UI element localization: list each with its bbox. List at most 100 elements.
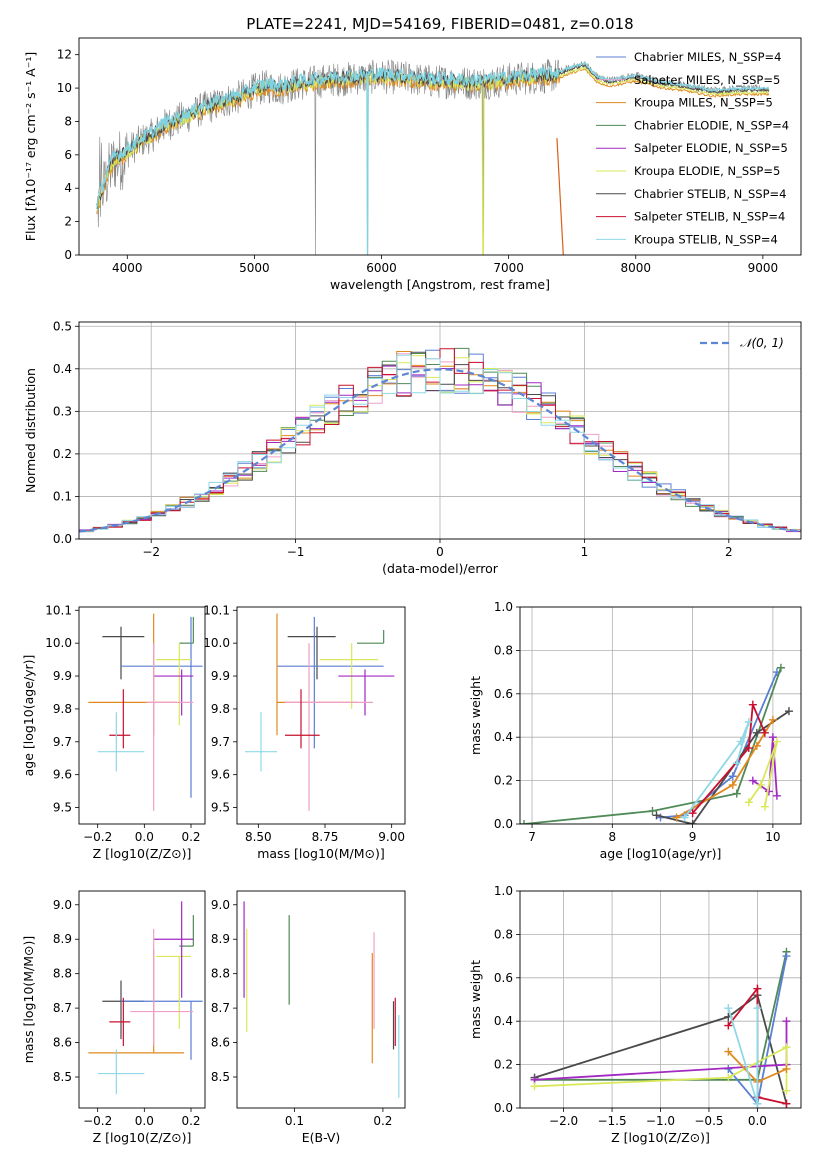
legend-entry-ce: Chabrier ELODIE, N_SSP=4 [634, 118, 789, 132]
y-tick-label: 10.0 [203, 636, 230, 650]
x-tick-label: 0.0 [135, 1114, 154, 1128]
mass-vs-ebv-panel: 0.1 0.2 8.5 8.6 8.7 8.8 8.9 9.0 E(B-V) [211, 890, 406, 1145]
weight-marker-km [724, 1047, 733, 1056]
y-tick-label: 9.7 [211, 735, 230, 749]
weight-marker-ce [648, 806, 657, 815]
x-tick-label: 0.0 [748, 1114, 767, 1128]
axes-frame [519, 606, 802, 825]
y-tick-label: 0.3 [53, 404, 72, 418]
y-tick-label: 9.6 [211, 768, 230, 782]
weight-marker-km [768, 715, 777, 724]
weight-marker-ke [782, 1086, 791, 1095]
legend-entry-ks: Kroupa STELIB, N_SSP=4 [634, 232, 778, 246]
y-tick-label: 8.6 [53, 1036, 72, 1050]
x-axis-label: age [log10(age/yr)] [600, 846, 722, 861]
x-tick-label: 4000 [112, 261, 143, 275]
x-tick-label: 8.50 [245, 830, 272, 844]
weight-marker-km [782, 1064, 791, 1073]
age-vs-z-panel: −0.2 0.0 0.2 9.5 9.6 9.7 9.8 9.9 10.0 10.1 Z [log1… [21, 603, 206, 861]
weight-marker-ce [776, 663, 785, 672]
weight-marker-ks [753, 1099, 762, 1108]
x-axis-label: wavelength [Angstrom, rest frame] [330, 277, 550, 292]
y-tick-label: 0.6 [494, 687, 513, 701]
weight-marker-ks [744, 718, 753, 727]
y-tick-label: 9.5 [53, 801, 72, 815]
weight-marker-ss [782, 1099, 791, 1108]
legend-entry-se: Salpeter ELODIE, N_SSP=5 [634, 141, 788, 155]
plot-area [243, 901, 400, 1098]
legend-entry-sm: Salpeter MILES, N_SSP=5 [634, 73, 780, 87]
weight-line-ks [683, 721, 750, 819]
weight-marker-cs [688, 820, 697, 824]
weight-marker-cs [752, 728, 761, 737]
legend-entry-cs: Chabrier STELIB, N_SSP=4 [634, 187, 786, 201]
x-tick-label: 8 [609, 830, 617, 844]
model-drop-line [556, 138, 564, 255]
x-axis-label: E(B-V) [302, 1130, 341, 1145]
y-axis-label: Flux [fλ10⁻¹⁷ erg cm⁻² s⁻¹ A⁻¹] [23, 52, 38, 241]
weight-marker-se [768, 733, 777, 742]
y-tick-label: 10.1 [203, 603, 230, 617]
weight-marker-ss [748, 700, 757, 709]
weight-marker-ks [753, 1004, 762, 1013]
y-tick-label: 9.5 [211, 801, 230, 815]
x-tick-label: 7 [528, 830, 536, 844]
x-tick-label: 8.75 [312, 830, 339, 844]
spectrum-panel: 4000 5000 6000 7000 8000 9000 0 2 4 6 8 10 12 wavelen… [23, 37, 802, 292]
x-tick-label: 9.00 [378, 830, 405, 844]
x-axis-label: (data-model)/error [382, 561, 499, 576]
y-tick-label: 6 [64, 148, 72, 162]
y-tick-label: 0.2 [53, 447, 72, 461]
weight-marker-ss [744, 744, 753, 753]
x-axis-label: mass [log10(M/M⊙)] [257, 846, 385, 861]
x-tick-label: −2 [142, 545, 160, 559]
y-tick-label: 9.0 [211, 898, 230, 912]
x-tick-label: −0.2 [83, 830, 112, 844]
y-tick-label: 0.0 [53, 532, 72, 546]
y-tick-label: 1.0 [494, 884, 513, 898]
x-tick-label: 0.0 [135, 830, 154, 844]
x-tick-label: 9 [689, 830, 697, 844]
x-tick-label: −2.0 [549, 1114, 578, 1128]
y-tick-label: 8.5 [53, 1070, 72, 1084]
y-tick-label: 0 [64, 248, 72, 262]
y-tick-label: 0.4 [494, 730, 513, 744]
legend-entry-normal: 𝒩(0, 1) [740, 336, 784, 350]
weight-marker-km [752, 741, 761, 750]
weight-marker-ke [772, 737, 781, 746]
mass-vs-z-panel: −0.2 0.0 0.2 8.5 8.6 8.7 8.8 8.9 9.0 Z [log10(Z/Z… [21, 890, 206, 1145]
weight-marker-ke [760, 802, 769, 811]
y-tick-label: 0.4 [494, 1014, 513, 1028]
x-tick-label: −1 [287, 545, 305, 559]
plot-area [530, 947, 791, 1108]
y-tick-label: 8.8 [211, 967, 230, 981]
plot-area [79, 347, 801, 533]
y-tick-label: 10.1 [45, 603, 72, 617]
y-tick-label: 0.1 [53, 489, 72, 503]
weight-line-cs [656, 710, 790, 824]
weight-marker-ke [782, 1043, 791, 1052]
legend-entry-cm: Chabrier MILES, N_SSP=4 [634, 50, 781, 64]
y-tick-label: 0.5 [53, 319, 72, 333]
y-tick-label: 0.8 [494, 927, 513, 941]
plot-area [520, 663, 793, 824]
x-tick-label: 9000 [748, 261, 779, 275]
y-tick-label: 9.8 [53, 702, 72, 716]
y-tick-label: 8.7 [53, 1001, 72, 1015]
x-tick-label: 0.2 [373, 1114, 392, 1128]
plot-area [245, 613, 395, 811]
weight-marker-ks [680, 813, 689, 822]
x-tick-label: 0.2 [181, 1114, 200, 1128]
x-tick-label: 6000 [366, 261, 397, 275]
weight-marker-cm [782, 952, 791, 961]
weight-vs-age-panel: 7 8 9 10 0.0 0.2 0.4 0.6 0.8 1.0 age [log10(age/yr… [468, 600, 802, 861]
axes-frame [236, 606, 406, 825]
plot-area [96, 59, 770, 255]
residuals-panel: −2 −1 0 1 2 0.0 0.1 0.2 0.3 0.4 0.5 (data-model)/er… [23, 319, 802, 576]
y-tick-label: 12 [57, 48, 72, 62]
spectrum-legend: Chabrier MILES, N_SSP=4 Salpeter MILES, N… [596, 50, 789, 246]
y-axis-label: Normed distribution [23, 368, 38, 493]
x-tick-label: 0.1 [285, 1114, 304, 1128]
y-tick-label: 0.6 [494, 971, 513, 985]
legend-entry-km: Kroupa MILES, N_SSP=5 [634, 96, 773, 110]
